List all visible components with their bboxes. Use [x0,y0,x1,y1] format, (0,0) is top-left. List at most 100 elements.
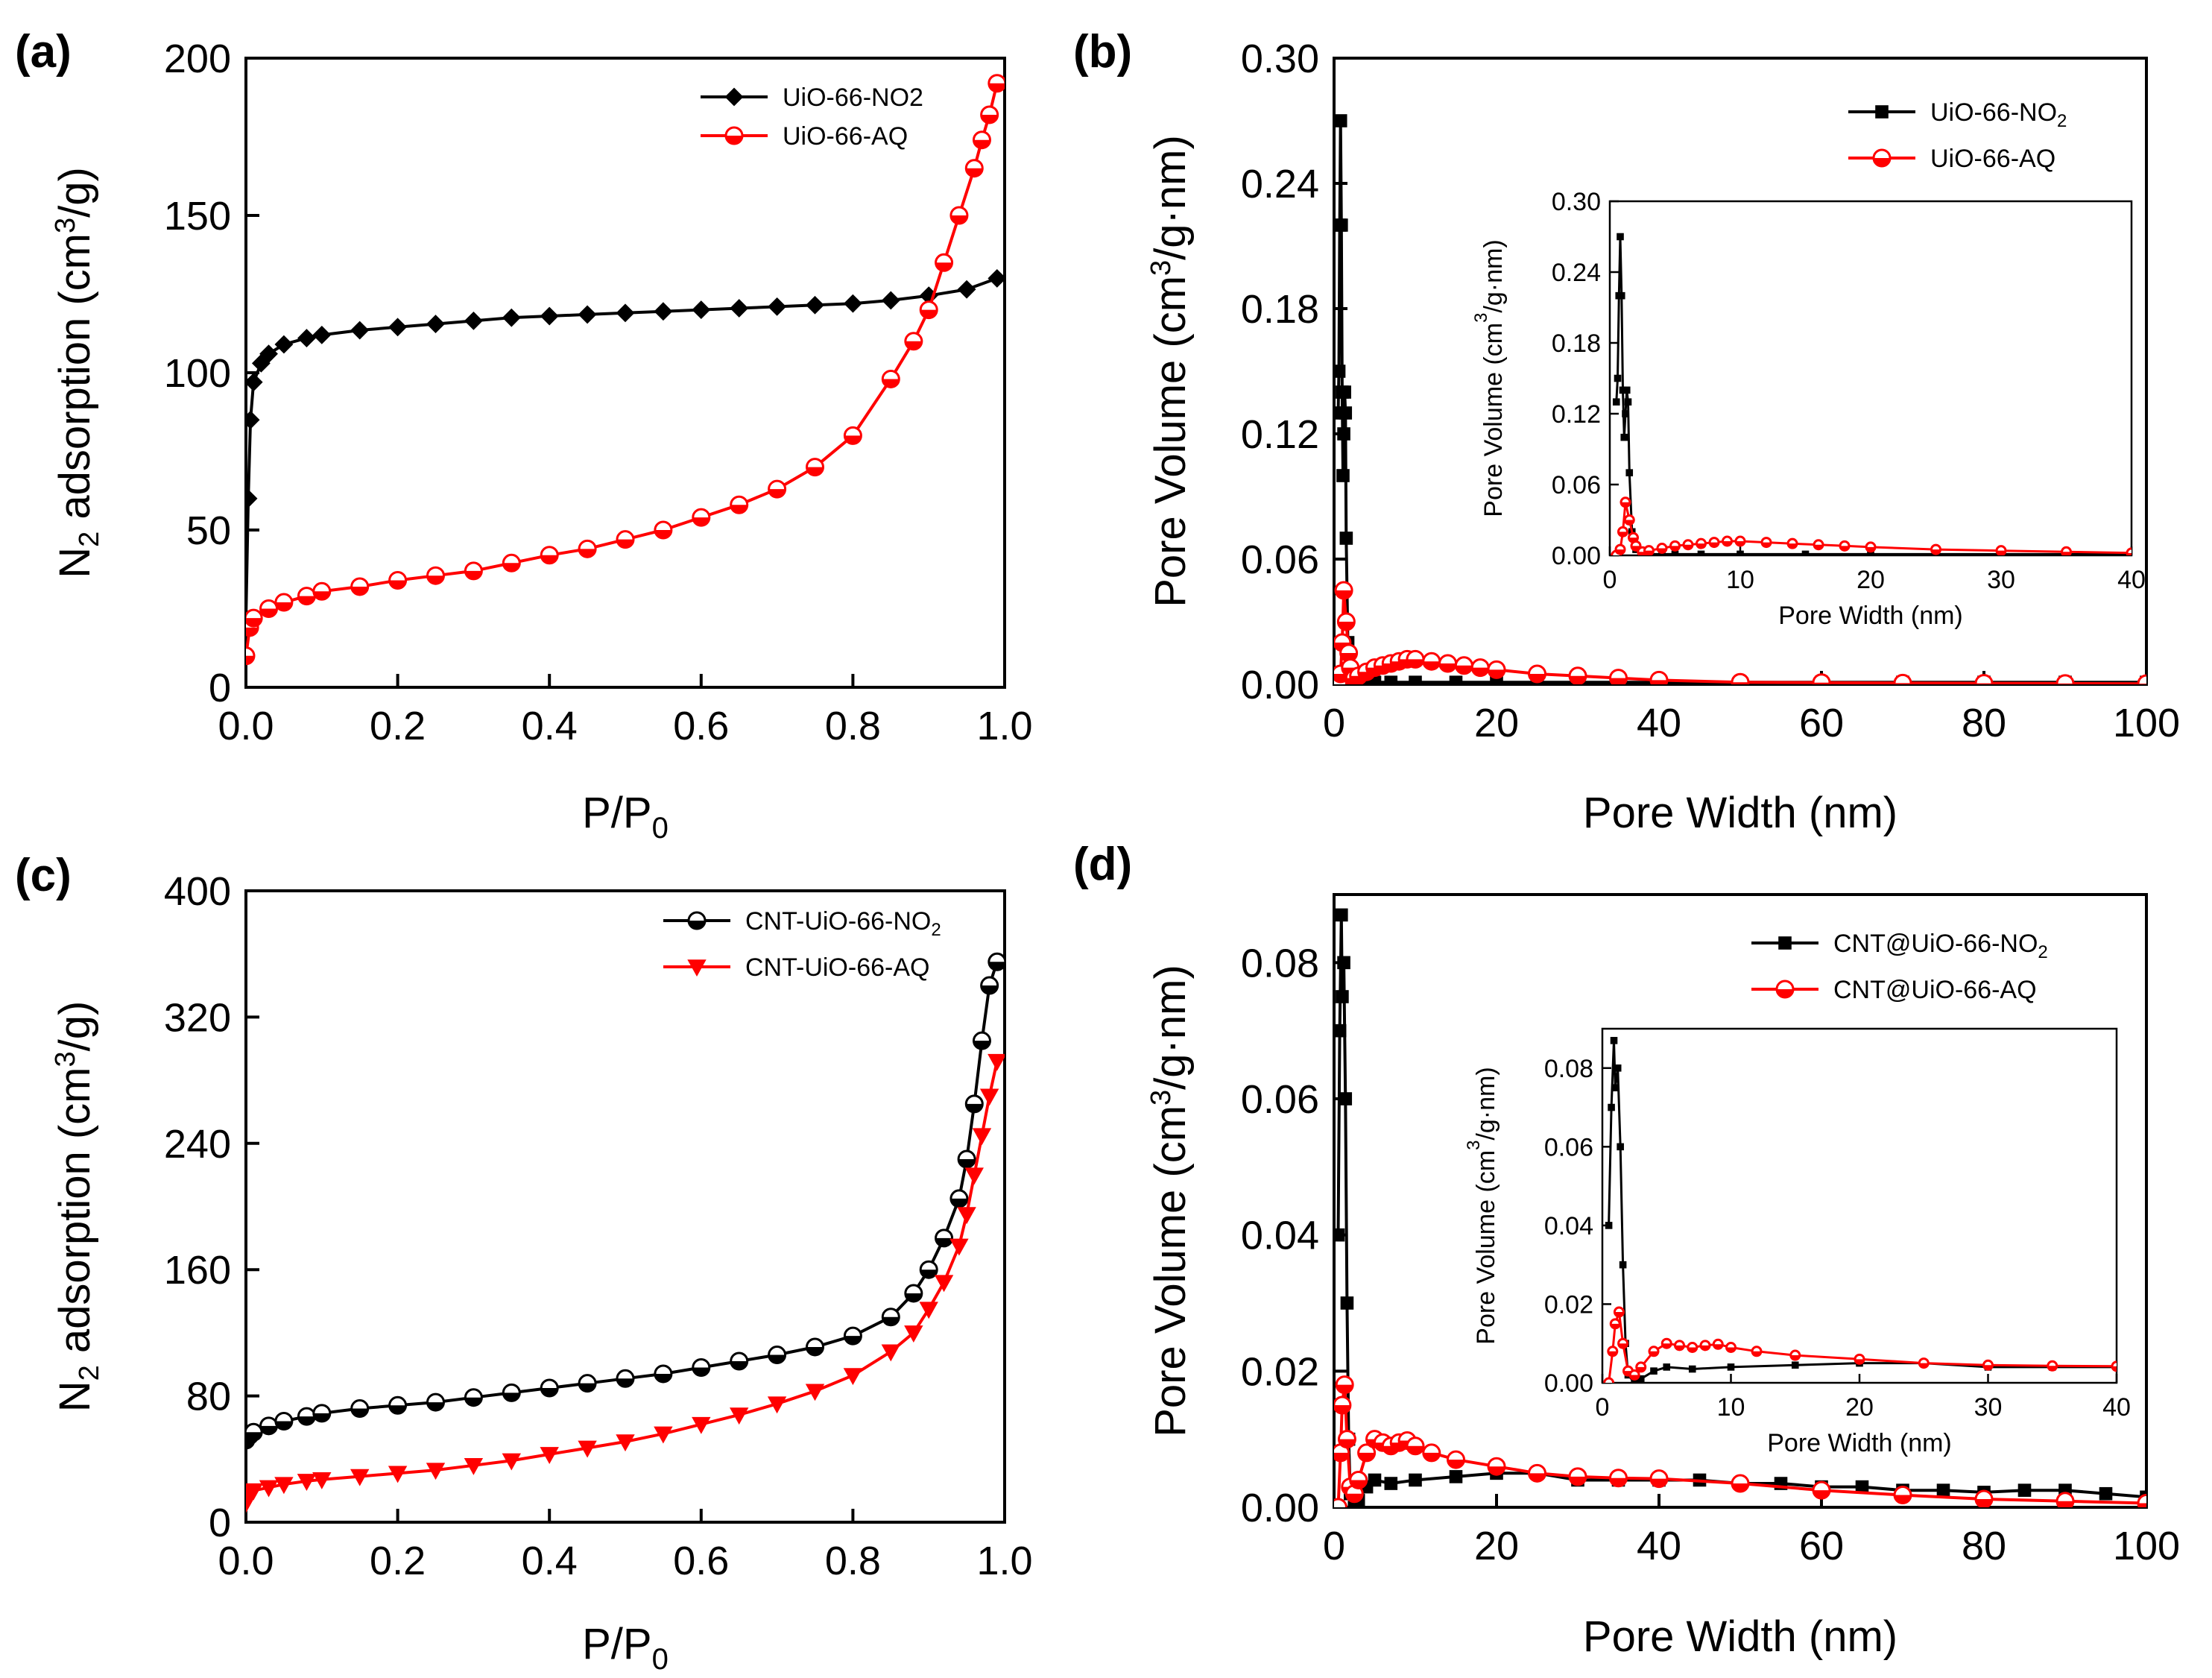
data-point [1340,1296,1354,1310]
label-part: 0 [652,812,669,845]
data-point [1368,1473,1382,1487]
x-tick-label: 20 [1474,1524,1519,1568]
data-point-fill [1407,1445,1423,1454]
data-point-fill [1339,1439,1356,1448]
data-point-fill [1687,1347,1697,1352]
label-part: CNT-UiO-66-AQ [745,953,929,982]
data-point [1608,1103,1615,1111]
data-point [1624,398,1632,406]
panel-label: (b) [1073,26,1132,78]
data-point [730,299,749,318]
data-point-fill [1614,1312,1624,1316]
y-axis-title: Pore Volume (cm3/g·nm) [1471,239,1508,517]
x-tick-label: 0.6 [673,1539,729,1583]
label-part: /g·nm) [1479,239,1508,312]
data-point-fill [1701,1345,1710,1350]
data-point [1337,427,1350,441]
label-part: Pore Volume (cm [1146,276,1195,608]
x-tick-label: 40 [2117,566,2146,594]
data-point-fill [1616,549,1625,555]
data-point-fill [541,555,558,564]
label-part: 3 [1464,1141,1484,1150]
data-point-fill [246,655,254,664]
label-part: P/P [582,1620,652,1668]
data-point-fill [1919,1363,1929,1368]
inset-chart: 0 10 20 30 40 0.00 0.06 0.12 0.18 0.24 0.30 Pore Vo… [1471,188,2146,630]
label-part: UiO-66-NO2 [783,83,923,112]
data-point-fill [1423,1452,1440,1461]
data-point-fill [1625,520,1634,525]
legend-marker [724,87,744,107]
data-point-fill [275,1421,292,1430]
y-tick-label: 0.06 [1552,471,1601,499]
legend-marker [1778,936,1792,950]
data-point [767,1396,787,1414]
data-point-fill [1726,1347,1736,1352]
y-tick-label: 0.18 [1552,329,1601,358]
data-point-fill [246,1432,262,1441]
y-tick-label: 0.30 [1552,188,1601,216]
data-point-fill [1630,1375,1640,1380]
data-point-fill [958,1158,976,1167]
data-point-fill [579,549,596,558]
legend-marker-fill [1874,158,1890,166]
x-tick-label: 40 [1637,1524,1681,1568]
x-tick-label: 20 [1474,701,1519,745]
data-point-fill [579,1383,596,1392]
x-tick-label: 20 [1856,566,1885,594]
data-point [979,1088,999,1106]
label-part: 3 [50,218,81,233]
data-point [1338,385,1351,399]
x-tick-label: 1.0 [976,704,1032,748]
data-point [616,1434,635,1452]
x-tick-label: 80 [1962,701,2006,745]
data-point [540,306,559,326]
data-point [1620,433,1628,441]
x-tick-label: 0 [1603,566,1617,594]
data-point-fill [351,586,368,595]
x-tick-label: 20 [1845,1393,1874,1422]
data-point [578,305,597,324]
data-point-fill [1336,1384,1353,1393]
legend-entry: CNT-UiO-66-NO2 [745,907,941,940]
data-point [1384,675,1398,684]
data-point-fill [905,341,922,350]
data-point-fill [1610,678,1627,684]
inset-chart: 0 10 20 30 40 0.00 0.02 0.04 0.06 0.08 Pore Volume… [1464,1027,2131,1457]
data-point [1610,1037,1618,1044]
data-point-fill [1529,674,1546,683]
legend-entry: UiO-66-NO2 [1930,98,2067,131]
y-tick-label: 0.06 [1241,1077,1319,1122]
data-point [2017,1483,2032,1497]
data-point-fill [768,1354,786,1363]
data-point-fill [935,1237,952,1246]
data-point-fill [1658,548,1666,553]
y-tick-label: 0.08 [1544,1055,1593,1083]
x-axis-title: P/P0 [582,1620,669,1676]
data-point-fill [246,618,262,627]
data-point-fill [2138,684,2155,692]
y-tick-label: 50 [186,508,231,553]
data-point [246,410,260,429]
data-point-fill [1621,502,1630,507]
data-point-fill [1722,541,1732,546]
label-part: 3 [1146,260,1177,276]
data-point-fill [973,139,990,148]
data-point-fill [298,1416,315,1425]
panel-label: (c) [15,850,72,901]
series-1 [1611,496,2132,555]
data-point-fill [1618,532,1628,537]
label-part: UiO-66-NO [1930,98,2057,127]
data-point [312,325,332,344]
series-1 [246,1053,1005,1513]
data-point [1697,550,1705,555]
data-point [1688,1365,1696,1373]
data-point-fill [844,1336,862,1345]
data-point [957,280,976,299]
inset-background [1602,1029,2117,1383]
data-point [972,1128,992,1146]
data-point-fill [1346,1493,1363,1502]
data-point-fill [1788,543,1797,549]
data-point-fill [260,608,277,617]
y-tick-label: 0.04 [1241,1214,1319,1258]
